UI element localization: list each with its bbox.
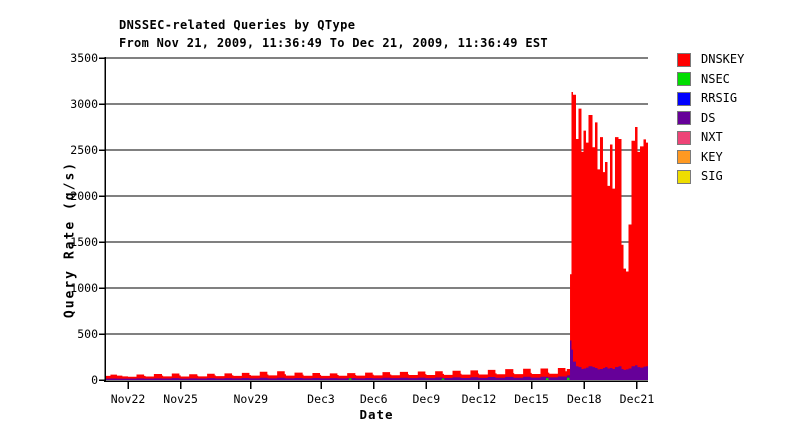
nsec-blip (546, 378, 549, 380)
x-tick-label: Dec18 (567, 392, 602, 406)
x-axis-title: Date (359, 407, 394, 422)
sig-swatch (677, 169, 691, 184)
chart-title: DNSSEC-related Queries by QType (119, 18, 356, 32)
legend-label: DS (701, 110, 716, 125)
x-tick-label: Dec12 (462, 392, 497, 406)
legend-label: KEY (701, 149, 723, 164)
y-tick-label: 3500 (70, 51, 98, 65)
x-tick-label: Nov22 (111, 392, 146, 406)
x-tick-label: Nov25 (163, 392, 198, 406)
nsec-swatch (677, 72, 691, 86)
legend-item-key: KEY (677, 149, 744, 164)
y-tick-label: 2000 (70, 189, 98, 203)
y-tick-label: 1000 (70, 281, 98, 295)
legend-item-sig: SIG (677, 169, 744, 184)
dnskey-area (105, 92, 648, 380)
nxt-swatch (677, 130, 691, 145)
legend-item-rrsig: RRSIG (677, 91, 744, 106)
legend-label: DNSKEY (701, 52, 745, 66)
ds-swatch (677, 111, 691, 125)
y-tick-label: 3000 (70, 97, 98, 111)
rrsig-swatch (677, 91, 691, 106)
legend-label: SIG (701, 169, 723, 183)
x-tick-label: Dec9 (412, 392, 440, 406)
legend-item-ds: DS (677, 110, 744, 125)
y-tick-label: 1500 (70, 235, 98, 249)
y-tick-label: 2500 (70, 143, 98, 157)
legend-label: RRSIG (701, 91, 738, 105)
legend-item-dnskey: DNSKEY (677, 52, 745, 67)
x-tick-label: Nov29 (233, 392, 268, 406)
ds-area (105, 340, 648, 380)
dnskey-swatch (677, 52, 691, 67)
x-tick-label: Dec21 (620, 392, 655, 406)
key-swatch (677, 150, 691, 164)
legend-item-nxt: NXT (677, 130, 744, 145)
x-tick-label: Dec6 (360, 392, 388, 406)
y-tick-label: 0 (91, 373, 98, 387)
nsec-blip (441, 378, 445, 380)
nsec-blip (348, 378, 352, 380)
legend-item-nsec: NSEC (677, 71, 744, 86)
x-tick-label: Dec15 (514, 392, 549, 406)
nsec-blip (567, 377, 570, 380)
chart-subtitle: From Nov 21, 2009, 11:36:49 To Dec 21, 2… (119, 36, 548, 50)
legend-label: NSEC (701, 71, 730, 86)
legend: DNSKEY NSEC RRSIG DS NXT KEY SIG (677, 52, 745, 190)
y-tick-label: 500 (77, 327, 98, 341)
legend-label: NXT (701, 130, 723, 144)
x-tick-label: Dec3 (307, 392, 335, 406)
